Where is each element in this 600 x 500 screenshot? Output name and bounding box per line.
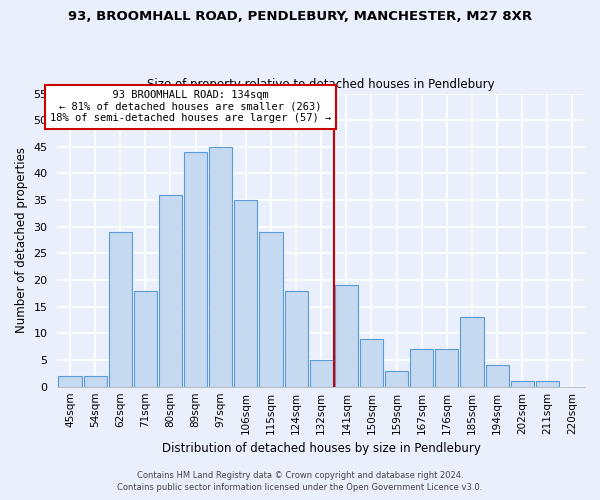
Bar	[360, 338, 383, 386]
Bar	[83, 376, 107, 386]
Text: 93 BROOMHALL ROAD: 134sqm  
← 81% of detached houses are smaller (263)
18% of se: 93 BROOMHALL ROAD: 134sqm ← 81% of detac…	[50, 90, 331, 124]
Y-axis label: Number of detached properties: Number of detached properties	[15, 147, 28, 333]
Bar	[310, 360, 333, 386]
Title: Size of property relative to detached houses in Pendlebury: Size of property relative to detached ho…	[148, 78, 495, 91]
Bar	[460, 318, 484, 386]
Text: Contains HM Land Registry data © Crown copyright and database right 2024.
Contai: Contains HM Land Registry data © Crown c…	[118, 471, 482, 492]
Bar	[184, 152, 207, 386]
Bar	[435, 350, 458, 387]
Bar	[58, 376, 82, 386]
Bar	[511, 382, 534, 386]
Bar	[209, 147, 232, 386]
Bar	[109, 232, 132, 386]
Bar	[536, 382, 559, 386]
Bar	[159, 195, 182, 386]
Bar	[485, 366, 509, 386]
Bar	[385, 370, 408, 386]
Bar	[410, 350, 433, 387]
Bar	[234, 200, 257, 386]
Bar	[259, 232, 283, 386]
Bar	[335, 286, 358, 386]
Bar	[134, 290, 157, 386]
X-axis label: Distribution of detached houses by size in Pendlebury: Distribution of detached houses by size …	[162, 442, 481, 455]
Text: 93, BROOMHALL ROAD, PENDLEBURY, MANCHESTER, M27 8XR: 93, BROOMHALL ROAD, PENDLEBURY, MANCHEST…	[68, 10, 532, 23]
Bar	[284, 290, 308, 386]
